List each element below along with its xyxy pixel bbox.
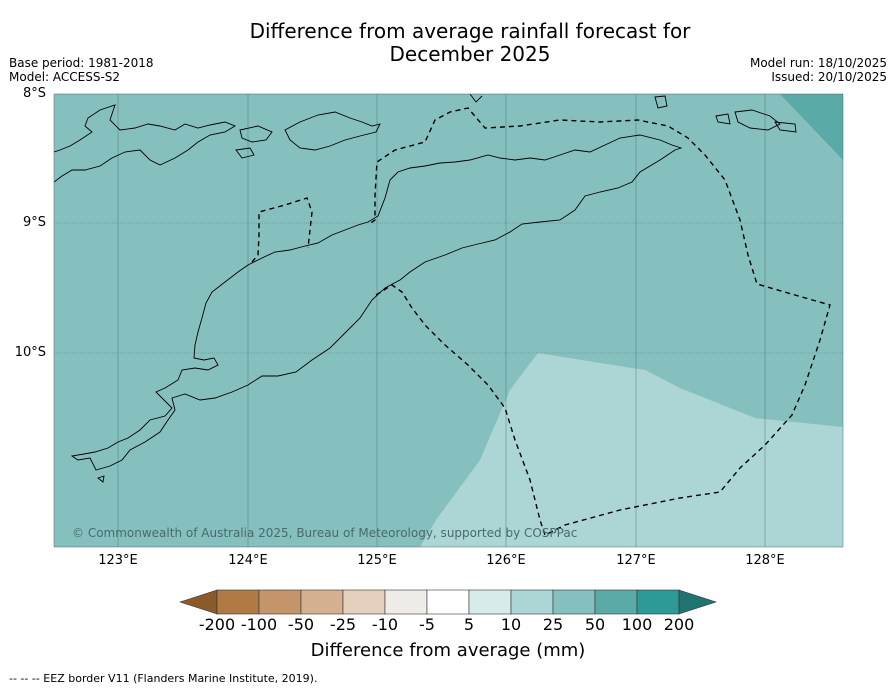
colorbar-tick: 200 <box>663 615 695 634</box>
colorbar-segment-11 <box>636 589 680 615</box>
colorbar <box>179 589 717 615</box>
colorbar-tick: -10 <box>371 615 399 634</box>
meta-right: Model run: 18/10/2025 Issued: 20/10/2025 <box>750 56 887 84</box>
model-run: Model run: 18/10/2025 <box>749 56 887 70</box>
gridlines <box>54 94 843 547</box>
chart-title: Difference from average rainfall forecas… <box>0 20 896 66</box>
colorbar-segment-4 <box>342 589 386 615</box>
map-area <box>54 94 843 547</box>
small-island-2 <box>235 147 255 159</box>
colorbar-tick: -25 <box>329 615 357 634</box>
lon-label-124e: 124°E <box>228 553 268 568</box>
colorbar-segment-6 <box>426 589 470 615</box>
issued-date: Issued: 20/10/2025 <box>771 70 887 84</box>
colorbar-tick: -100 <box>240 615 278 634</box>
alor-island-coastline <box>284 111 381 151</box>
eez-border-oecusse <box>251 197 313 263</box>
colorbar-tick: 25 <box>542 615 564 634</box>
island-north <box>469 94 483 103</box>
colorbar-title: Difference from average (mm) <box>310 640 586 661</box>
eez-footnote: -- -- -- EEZ border V11 (Flanders Marine… <box>9 672 318 685</box>
island-south-tip <box>97 475 105 483</box>
colorbar-extend-high <box>678 589 717 615</box>
colorbar-tick: -50 <box>287 615 315 634</box>
rainfall-region-10-25 <box>420 353 843 547</box>
colorbar-segment-2 <box>258 589 302 615</box>
model-name: Model: ACCESS-S2 <box>9 70 121 84</box>
colorbar-segment-9 <box>552 589 596 615</box>
coastlines <box>54 94 797 483</box>
island-east-1 <box>734 109 781 131</box>
chart-title-line2: December 2025 <box>389 42 551 66</box>
colorbar-segment-10 <box>594 589 638 615</box>
lat-label-9s: 9°S <box>22 215 46 230</box>
lon-label-125e: 125°E <box>357 553 397 568</box>
colorbar-tick: 100 <box>621 615 653 634</box>
colorbar-tick: -200 <box>198 615 236 634</box>
colorbar-segment-7 <box>468 589 512 615</box>
map-frame <box>53 93 844 548</box>
lon-label-128e: 128°E <box>745 553 785 568</box>
colorbar-extend-low <box>179 589 218 615</box>
eez-border-east <box>367 107 831 536</box>
colorbar-tick: 10 <box>500 615 522 634</box>
colorbar-tick: -5 <box>419 615 435 634</box>
colorbar-tick: 50 <box>584 615 606 634</box>
flores-island-coastline <box>54 104 237 183</box>
timor-island-coastline <box>70 134 683 471</box>
island-east-2 <box>774 121 797 133</box>
island-east-3 <box>715 113 731 125</box>
lat-label-10s: 10°S <box>14 345 46 360</box>
lon-label-123e: 123°E <box>98 553 138 568</box>
colorbar-segment-5 <box>384 589 428 615</box>
colorbar-segment-3 <box>300 589 344 615</box>
small-island-1 <box>239 125 273 143</box>
lon-label-126e: 126°E <box>486 553 526 568</box>
colorbar-segment-1 <box>216 589 260 615</box>
meta-left: Base period: 1981-2018 Model: ACCESS-S2 <box>9 56 154 84</box>
rainfall-region-50-100 <box>780 94 843 160</box>
colorbar-tick: 5 <box>463 615 475 634</box>
eez-border <box>251 107 831 536</box>
chart-title-line1: Difference from average rainfall forecas… <box>249 19 691 43</box>
lat-label-8s: 8°S <box>22 86 46 101</box>
base-period: Base period: 1981-2018 <box>9 56 154 70</box>
lon-label-127e: 127°E <box>616 553 656 568</box>
copyright-notice: © Commonwealth of Australia 2025, Bureau… <box>72 526 578 540</box>
colorbar-segment-8 <box>510 589 554 615</box>
wetar-island-coastline <box>654 95 668 109</box>
